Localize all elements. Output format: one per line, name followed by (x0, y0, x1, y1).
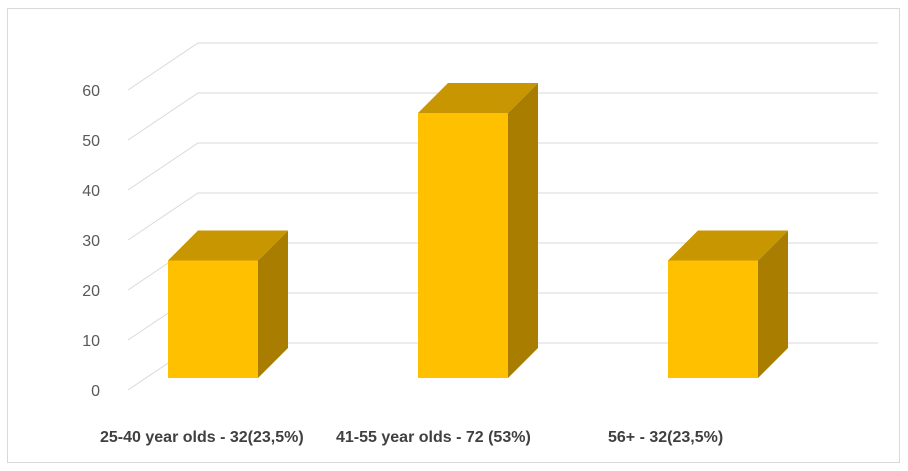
gridline (127, 192, 878, 241)
bar-side (758, 230, 788, 378)
bar-side (508, 83, 538, 378)
y-tick-label: 50 (82, 133, 100, 150)
y-tick-label: 30 (82, 233, 100, 250)
x-category-label: 41-55 year olds - 72 (53%) (336, 429, 531, 446)
bars (168, 83, 788, 378)
bar-top (418, 83, 538, 113)
y-tick-label: 10 (82, 333, 100, 350)
bar-front (668, 260, 758, 378)
bar (418, 83, 538, 378)
x-category-label: 25-40 year olds - 32(23,5%) (100, 429, 304, 446)
bar-front (418, 113, 508, 378)
x-category-label: 56+ - 32(23,5%) (608, 429, 723, 446)
gridline (127, 92, 878, 141)
bar-front (168, 260, 258, 378)
x-axis-labels: 25-40 year olds - 32(23,5%) 41-55 year ol… (100, 429, 723, 446)
y-tick-label: 40 (82, 183, 100, 200)
bar (668, 230, 788, 378)
y-tick-label: 20 (82, 283, 100, 300)
y-axis-ticks: 0 10 20 30 40 50 60 (82, 83, 100, 400)
gridline (127, 42, 878, 91)
bar-side (258, 230, 288, 378)
y-tick-label: 60 (82, 83, 100, 100)
bar-top (168, 230, 288, 261)
y-tick-label: 0 (91, 383, 100, 400)
bar-top (668, 230, 788, 261)
gridline (127, 142, 878, 191)
bar (168, 230, 288, 378)
gridlines (127, 42, 878, 391)
